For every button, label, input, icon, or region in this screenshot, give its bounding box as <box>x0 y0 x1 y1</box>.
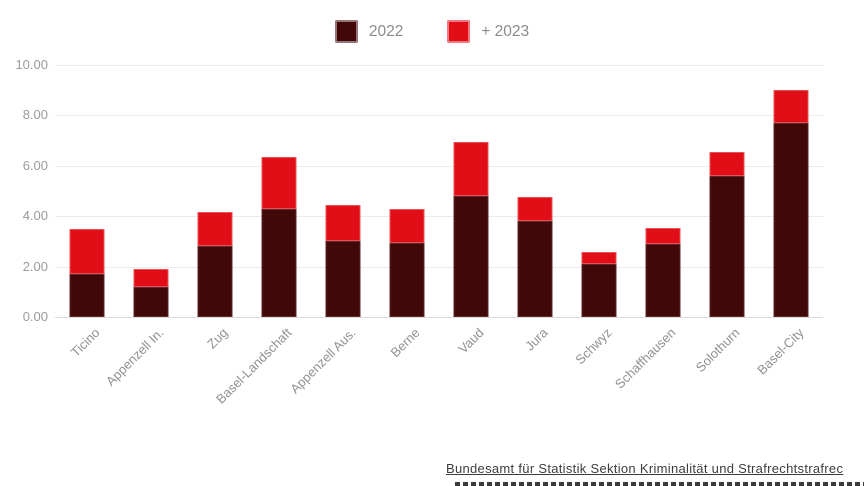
legend-label-2023: + 2023 <box>481 22 530 40</box>
x-tick-label: Basel-City <box>754 325 807 378</box>
gridline <box>55 216 823 218</box>
category-cell <box>567 65 631 317</box>
stacked-bar-appenzell-in-[interactable] <box>133 269 169 317</box>
category-cell <box>759 65 823 317</box>
stacked-bar-appenzell-aus-[interactable] <box>325 204 361 317</box>
bar-segment-2022[interactable] <box>645 243 681 317</box>
x-axis-line <box>55 317 823 318</box>
source-link[interactable]: Bundesamt für Statistik Sektion Kriminal… <box>446 461 844 476</box>
category-cell <box>439 65 503 317</box>
category-cell <box>631 65 695 317</box>
stacked-bar-jura[interactable] <box>517 197 553 317</box>
x-tick-label: Jura <box>522 325 551 354</box>
gridline <box>55 115 823 117</box>
bar-segment-2022[interactable] <box>69 274 105 317</box>
bar-segment-2023[interactable] <box>773 90 809 123</box>
x-tick-label: Appenzell In. <box>102 325 167 389</box>
bar-segment-2022[interactable] <box>517 221 553 317</box>
x-tick-label: Ticino <box>67 325 103 360</box>
x-tick-label: Schwyz <box>572 325 615 368</box>
stacked-bar-ticino[interactable] <box>69 228 105 317</box>
bar-segment-2022[interactable] <box>773 122 809 317</box>
bar-segment-2023[interactable] <box>325 204 361 242</box>
bar-segment-2023[interactable] <box>69 228 105 275</box>
gridline <box>55 266 823 268</box>
bar-segment-2022[interactable] <box>453 196 489 317</box>
category-cell <box>375 65 439 317</box>
plot-area <box>55 65 823 318</box>
stacked-bar-solothurn[interactable] <box>709 151 745 317</box>
x-tick-label: Schaffhausen <box>611 325 679 392</box>
category-cell <box>503 65 567 317</box>
bar-segment-2022[interactable] <box>197 246 233 317</box>
bar-segment-2022[interactable] <box>581 264 617 317</box>
bar-segment-2022[interactable] <box>389 242 425 317</box>
x-tick-label: Appenzell Aus. <box>287 325 359 397</box>
category-cell <box>55 65 119 317</box>
bar-series <box>55 65 823 317</box>
stacked-bar-basel-city[interactable] <box>773 90 809 317</box>
stacked-bar-schwyz[interactable] <box>581 251 617 317</box>
y-tick-label: 10.00 <box>15 57 48 72</box>
y-tick-label: 8.00 <box>22 107 48 123</box>
bar-segment-2023[interactable] <box>197 212 233 247</box>
legend-label-2022: 2022 <box>368 22 404 40</box>
legend: 2022 + 2023 <box>0 20 864 43</box>
category-cell <box>183 65 247 317</box>
y-tick-label: 2.00 <box>22 258 48 274</box>
x-tick-label: Vaud <box>455 325 487 357</box>
bar-segment-2023[interactable] <box>581 251 617 265</box>
y-tick-label: 4.00 <box>22 208 48 224</box>
bar-segment-2022[interactable] <box>325 241 361 317</box>
stacked-bar-zug[interactable] <box>197 212 233 317</box>
bar-segment-2022[interactable] <box>261 208 297 317</box>
x-tick-label: Solothurn <box>692 325 743 375</box>
bar-segment-2022[interactable] <box>133 286 169 317</box>
stacked-bar-basel-landschaft[interactable] <box>261 156 297 317</box>
bar-segment-2023[interactable] <box>709 151 745 176</box>
category-cell <box>119 65 183 317</box>
y-tick-label: 0.00 <box>22 309 48 324</box>
bar-segment-2023[interactable] <box>389 208 425 243</box>
stacked-bar-vaud[interactable] <box>453 141 489 317</box>
category-cell <box>311 65 375 317</box>
bar-segment-2023[interactable] <box>133 269 169 287</box>
gridline <box>55 165 823 167</box>
stacked-bar-schaffhausen[interactable] <box>645 227 681 317</box>
y-tick-label: 6.00 <box>22 157 48 173</box>
legend-item-2023[interactable]: + 2023 <box>447 20 529 43</box>
bar-segment-2022[interactable] <box>709 175 745 317</box>
bar-segment-2023[interactable] <box>453 141 489 197</box>
legend-marker-2023-swatch <box>447 20 471 43</box>
bar-segment-2023[interactable] <box>645 227 681 244</box>
gridline <box>55 65 823 66</box>
bar-segment-2023[interactable] <box>261 156 297 209</box>
legend-marker-2022-swatch <box>334 20 358 43</box>
stacked-bar-berne[interactable] <box>389 208 425 317</box>
bar-segment-2023[interactable] <box>517 197 553 222</box>
category-cell <box>695 65 759 317</box>
source-link-second-line-clipped <box>455 482 864 486</box>
x-tick-label: Berne <box>387 325 423 361</box>
legend-item-2022[interactable]: 2022 <box>334 20 404 43</box>
category-cell <box>247 65 311 317</box>
x-tick-label: Zug <box>204 325 231 352</box>
